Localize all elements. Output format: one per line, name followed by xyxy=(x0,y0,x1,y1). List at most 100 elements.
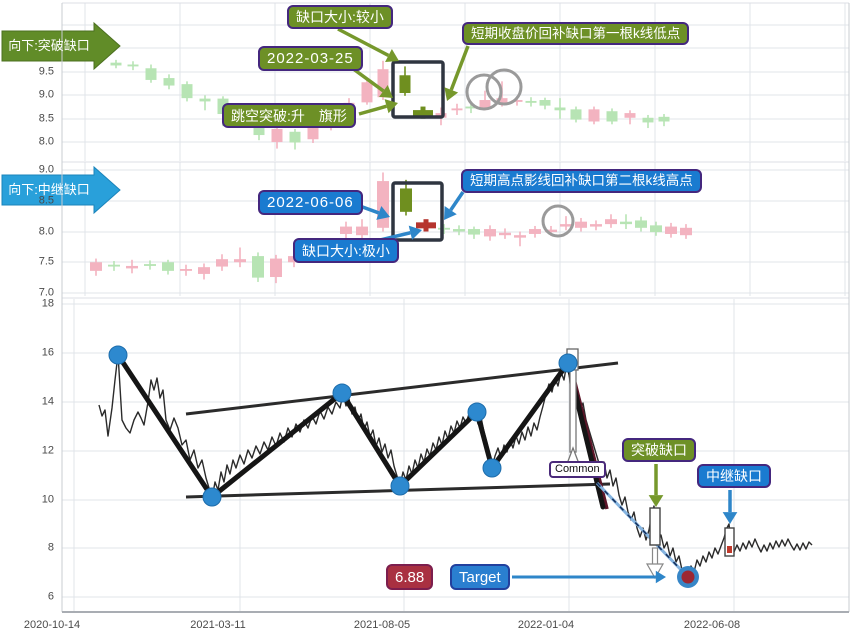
candle-body-top xyxy=(642,117,654,123)
candle-body-top xyxy=(163,78,175,86)
arrow-date-middle-head xyxy=(376,206,390,220)
pivot-dot xyxy=(202,487,222,507)
target-label-badge: Target xyxy=(450,564,510,590)
arrow-gap-size-top-head xyxy=(385,48,399,62)
target-price-badge: 6.88 xyxy=(386,564,434,590)
banner-breakaway-shape xyxy=(1,21,121,71)
candle-body-middle xyxy=(377,181,389,228)
y-tick-label-bottom: 16 xyxy=(41,346,54,359)
y-tick-label-top: 8.5 xyxy=(38,112,54,125)
highlight-circle xyxy=(465,73,503,111)
candle-body-top xyxy=(511,100,523,102)
candle-body-middle xyxy=(650,225,662,233)
annotation-gap-size-small: 缺口大小:较小 xyxy=(287,5,393,29)
candle-body-top xyxy=(199,98,211,102)
candle-body-top xyxy=(289,131,301,143)
arrow-date-top xyxy=(350,66,385,93)
y-tick-label-middle: 8.0 xyxy=(38,225,54,238)
annotation-date-2022-06-06: 2022-06-06 xyxy=(258,190,363,215)
candle-body-middle xyxy=(90,262,102,271)
pivot-dot xyxy=(390,476,410,496)
annotation-common-label: Common xyxy=(549,461,606,478)
annotation-gap-size-tiny: 缺口大小:极小 xyxy=(293,238,399,263)
candle-body-middle xyxy=(162,262,174,271)
arrow-runaway-bottom-head xyxy=(722,512,738,524)
y-tick-label-bottom: 12 xyxy=(41,444,54,457)
candle-body-middle xyxy=(590,224,602,227)
y-tick-label-middle: 7.0 xyxy=(38,286,54,299)
candle-body-middle xyxy=(180,269,192,271)
candle-body-middle xyxy=(635,220,647,228)
arrow-date-top-head xyxy=(379,85,393,98)
gap-arrow-head-down xyxy=(645,563,665,580)
annotation-short-high-fill: 短期高点影线回补缺口第二根k线高点 xyxy=(461,169,702,193)
arrow-short-close-top-head xyxy=(444,87,459,101)
y-tick-label-top: 9.0 xyxy=(38,88,54,101)
candle-body-top xyxy=(479,100,491,108)
candle-body-top xyxy=(539,100,551,106)
arrow-gap-size-top xyxy=(337,27,390,58)
y-tick-label-bottom: 18 xyxy=(41,297,54,310)
gap-marker-breakaway xyxy=(649,507,661,546)
pivot-dot xyxy=(108,345,128,365)
candle-body-middle xyxy=(453,229,465,232)
candle-body-top xyxy=(588,109,600,122)
gap-marker-runaway xyxy=(724,527,735,557)
gap-arrow-shaft xyxy=(651,547,659,566)
x-tick-label: 2021-08-05 xyxy=(353,619,411,631)
arrow-jump-top xyxy=(358,104,388,116)
candle-body-top xyxy=(377,69,389,98)
candle-body-top xyxy=(658,116,670,122)
candle-body-middle xyxy=(198,267,210,274)
y-tick-label-bottom: 14 xyxy=(41,395,54,408)
candle-body-middle xyxy=(216,259,228,267)
candle-body-top xyxy=(413,110,433,117)
candle-body-top xyxy=(127,64,139,67)
trend-line-upper xyxy=(185,361,619,416)
banner-runaway-gap-label: 向下:中继缺口 xyxy=(8,182,90,197)
candle-body-middle xyxy=(484,229,496,237)
candle-body-top xyxy=(145,68,157,80)
projection-line xyxy=(595,481,688,577)
candle-body-middle xyxy=(575,221,587,228)
pivot-dot xyxy=(332,383,352,403)
arrow-breakaway-bottom-head xyxy=(648,495,664,507)
candle-body-top xyxy=(554,107,566,111)
arrow-jump-top-head xyxy=(384,99,398,114)
arrow-target-head xyxy=(655,570,666,584)
candle-body-middle xyxy=(416,222,436,229)
candle-body-middle xyxy=(468,229,480,235)
banner-runaway-shape xyxy=(1,165,121,215)
annotation-breakaway-gap: 突破缺口 xyxy=(622,438,696,462)
x-tick-label: 2020-10-14 xyxy=(23,619,81,631)
candle-body-top xyxy=(361,82,373,103)
y-tick-label-middle: 8.5 xyxy=(38,194,54,207)
y-tick-label-top: 8.0 xyxy=(38,135,54,148)
pivot-dot xyxy=(482,458,502,478)
candle-body-top xyxy=(525,100,537,103)
candle-body-middle xyxy=(545,229,557,233)
candle-body-middle xyxy=(665,226,677,234)
candle-body-top xyxy=(570,109,582,120)
candle-body-middle xyxy=(499,232,511,236)
x-tick-label: 2022-01-04 xyxy=(517,619,575,631)
candle-body-top xyxy=(181,84,193,99)
gap-highlight-box-middle xyxy=(391,181,444,242)
banner-breakaway-gap-label: 向下:突破缺口 xyxy=(8,38,90,53)
candle-body-middle xyxy=(438,227,450,230)
y-tick-label-bottom: 10 xyxy=(41,493,54,506)
candle-body-top xyxy=(271,128,283,143)
candle-body-top xyxy=(465,106,477,109)
candle-body-top xyxy=(606,111,618,122)
candle-body-middle xyxy=(560,224,572,227)
annotation-jump-breakout-flag: 跳空突破:升 旗形 xyxy=(222,103,356,128)
annotation-runaway-gap: 中继缺口 xyxy=(697,464,771,488)
candle-body-top xyxy=(624,113,636,118)
arrow-gap-size-middle-head xyxy=(408,225,422,240)
candle-body-middle xyxy=(234,259,246,263)
pivot-dot xyxy=(467,402,487,422)
candle-body-middle xyxy=(108,264,120,267)
candle-body-middle xyxy=(340,226,352,234)
candle-body-middle xyxy=(605,219,617,225)
